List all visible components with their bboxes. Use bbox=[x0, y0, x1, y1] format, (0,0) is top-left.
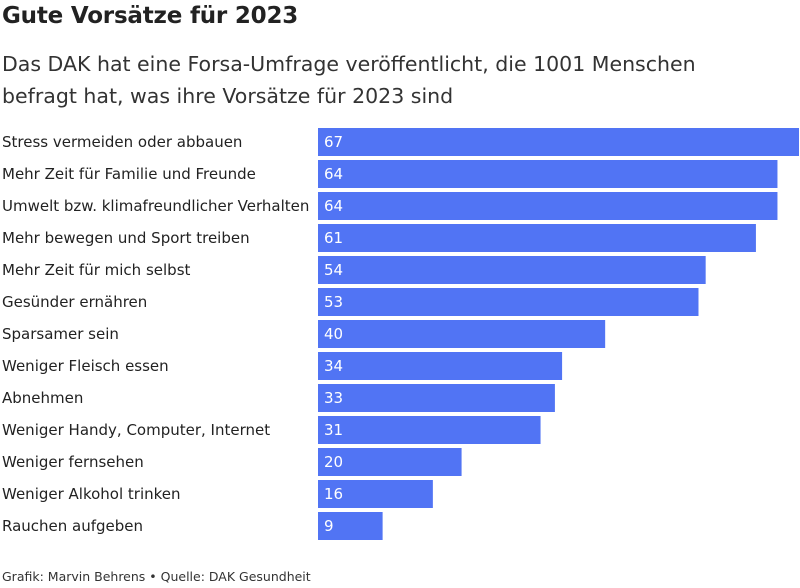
bar bbox=[318, 288, 699, 316]
category-label: Stress vermeiden oder abbauen bbox=[2, 133, 242, 151]
bar bbox=[318, 160, 778, 188]
category-label: Rauchen aufgeben bbox=[2, 517, 143, 535]
bar bbox=[318, 384, 555, 412]
bar-value-label: 16 bbox=[324, 485, 343, 503]
category-label: Weniger Alkohol trinken bbox=[2, 485, 181, 503]
category-label: Sparsamer sein bbox=[2, 325, 119, 343]
bar bbox=[318, 192, 778, 220]
bar bbox=[318, 416, 541, 444]
chart-credit: Grafik: Marvin Behrens • Quelle: DAK Ges… bbox=[2, 569, 311, 584]
category-label: Umwelt bzw. klimafreundlicher Verhalten bbox=[2, 197, 309, 215]
chart-title: Gute Vorsätze für 2023 bbox=[2, 3, 299, 29]
bar-value-label: 64 bbox=[324, 197, 343, 215]
bar-value-label: 53 bbox=[324, 293, 343, 311]
bar bbox=[318, 352, 563, 380]
bar-value-label: 54 bbox=[324, 261, 343, 279]
bar bbox=[318, 448, 462, 476]
bar-value-label: 34 bbox=[324, 357, 343, 375]
category-label: Weniger Fleisch essen bbox=[2, 357, 169, 375]
category-label: Gesünder ernähren bbox=[2, 293, 147, 311]
bar bbox=[318, 224, 756, 252]
category-label: Weniger fernsehen bbox=[2, 453, 144, 471]
category-label: Mehr bewegen und Sport treiben bbox=[2, 229, 250, 247]
chart-subtitle: Das DAK hat eine Forsa-Umfrage veröffent… bbox=[2, 52, 696, 108]
bar bbox=[318, 256, 706, 284]
bar-value-label: 67 bbox=[324, 133, 343, 151]
bar bbox=[318, 512, 383, 540]
category-label: Mehr Zeit für Familie und Freunde bbox=[2, 165, 256, 183]
bar-chart: Stress vermeiden oder abbauen 67 Mehr Zeit… bbox=[2, 128, 799, 540]
bar-value-label: 33 bbox=[324, 389, 343, 407]
category-label: Abnehmen bbox=[2, 389, 83, 407]
bar-value-label: 20 bbox=[324, 453, 343, 471]
category-label: Weniger Handy, Computer, Internet bbox=[2, 421, 270, 439]
category-label: Mehr Zeit für mich selbst bbox=[2, 261, 191, 279]
bar-value-label: 61 bbox=[324, 229, 343, 247]
bar-value-label: 9 bbox=[324, 517, 334, 535]
bar-value-label: 31 bbox=[324, 421, 343, 439]
bar bbox=[318, 128, 799, 156]
bar bbox=[318, 480, 433, 508]
bar-value-label: 64 bbox=[324, 165, 343, 183]
bar bbox=[318, 320, 606, 348]
bar-value-label: 40 bbox=[324, 325, 343, 343]
